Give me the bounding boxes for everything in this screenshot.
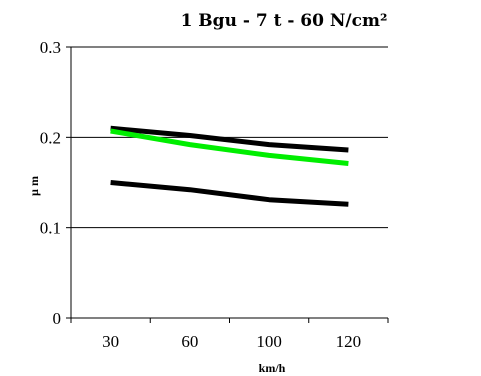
y-axis-label: µ m	[27, 176, 41, 196]
series-line-1	[110, 128, 349, 166]
axes	[66, 46, 389, 323]
x-tick-label-0: 30	[102, 332, 119, 351]
series-group	[110, 125, 349, 207]
series-line-0	[110, 125, 349, 153]
tick-labels: 0 0.1 0.2 0.3 30 60 100 120	[40, 38, 361, 351]
y-tick-label-3: 0.3	[40, 38, 61, 57]
x-tick-label-1: 60	[181, 332, 198, 351]
y-tick-label-1: 0.1	[40, 219, 61, 238]
x-axis-label: km/h	[259, 361, 286, 375]
y-tick-label-0: 0	[53, 309, 62, 328]
grid	[71, 46, 388, 229]
y-tick-label-2: 0.2	[40, 128, 61, 147]
series-line-2	[110, 180, 349, 207]
chart-title: 1 Bgu - 7 t - 60 N/cm²	[181, 11, 388, 31]
x-tick-label-3: 120	[336, 332, 362, 351]
x-tick-label-2: 100	[256, 332, 282, 351]
